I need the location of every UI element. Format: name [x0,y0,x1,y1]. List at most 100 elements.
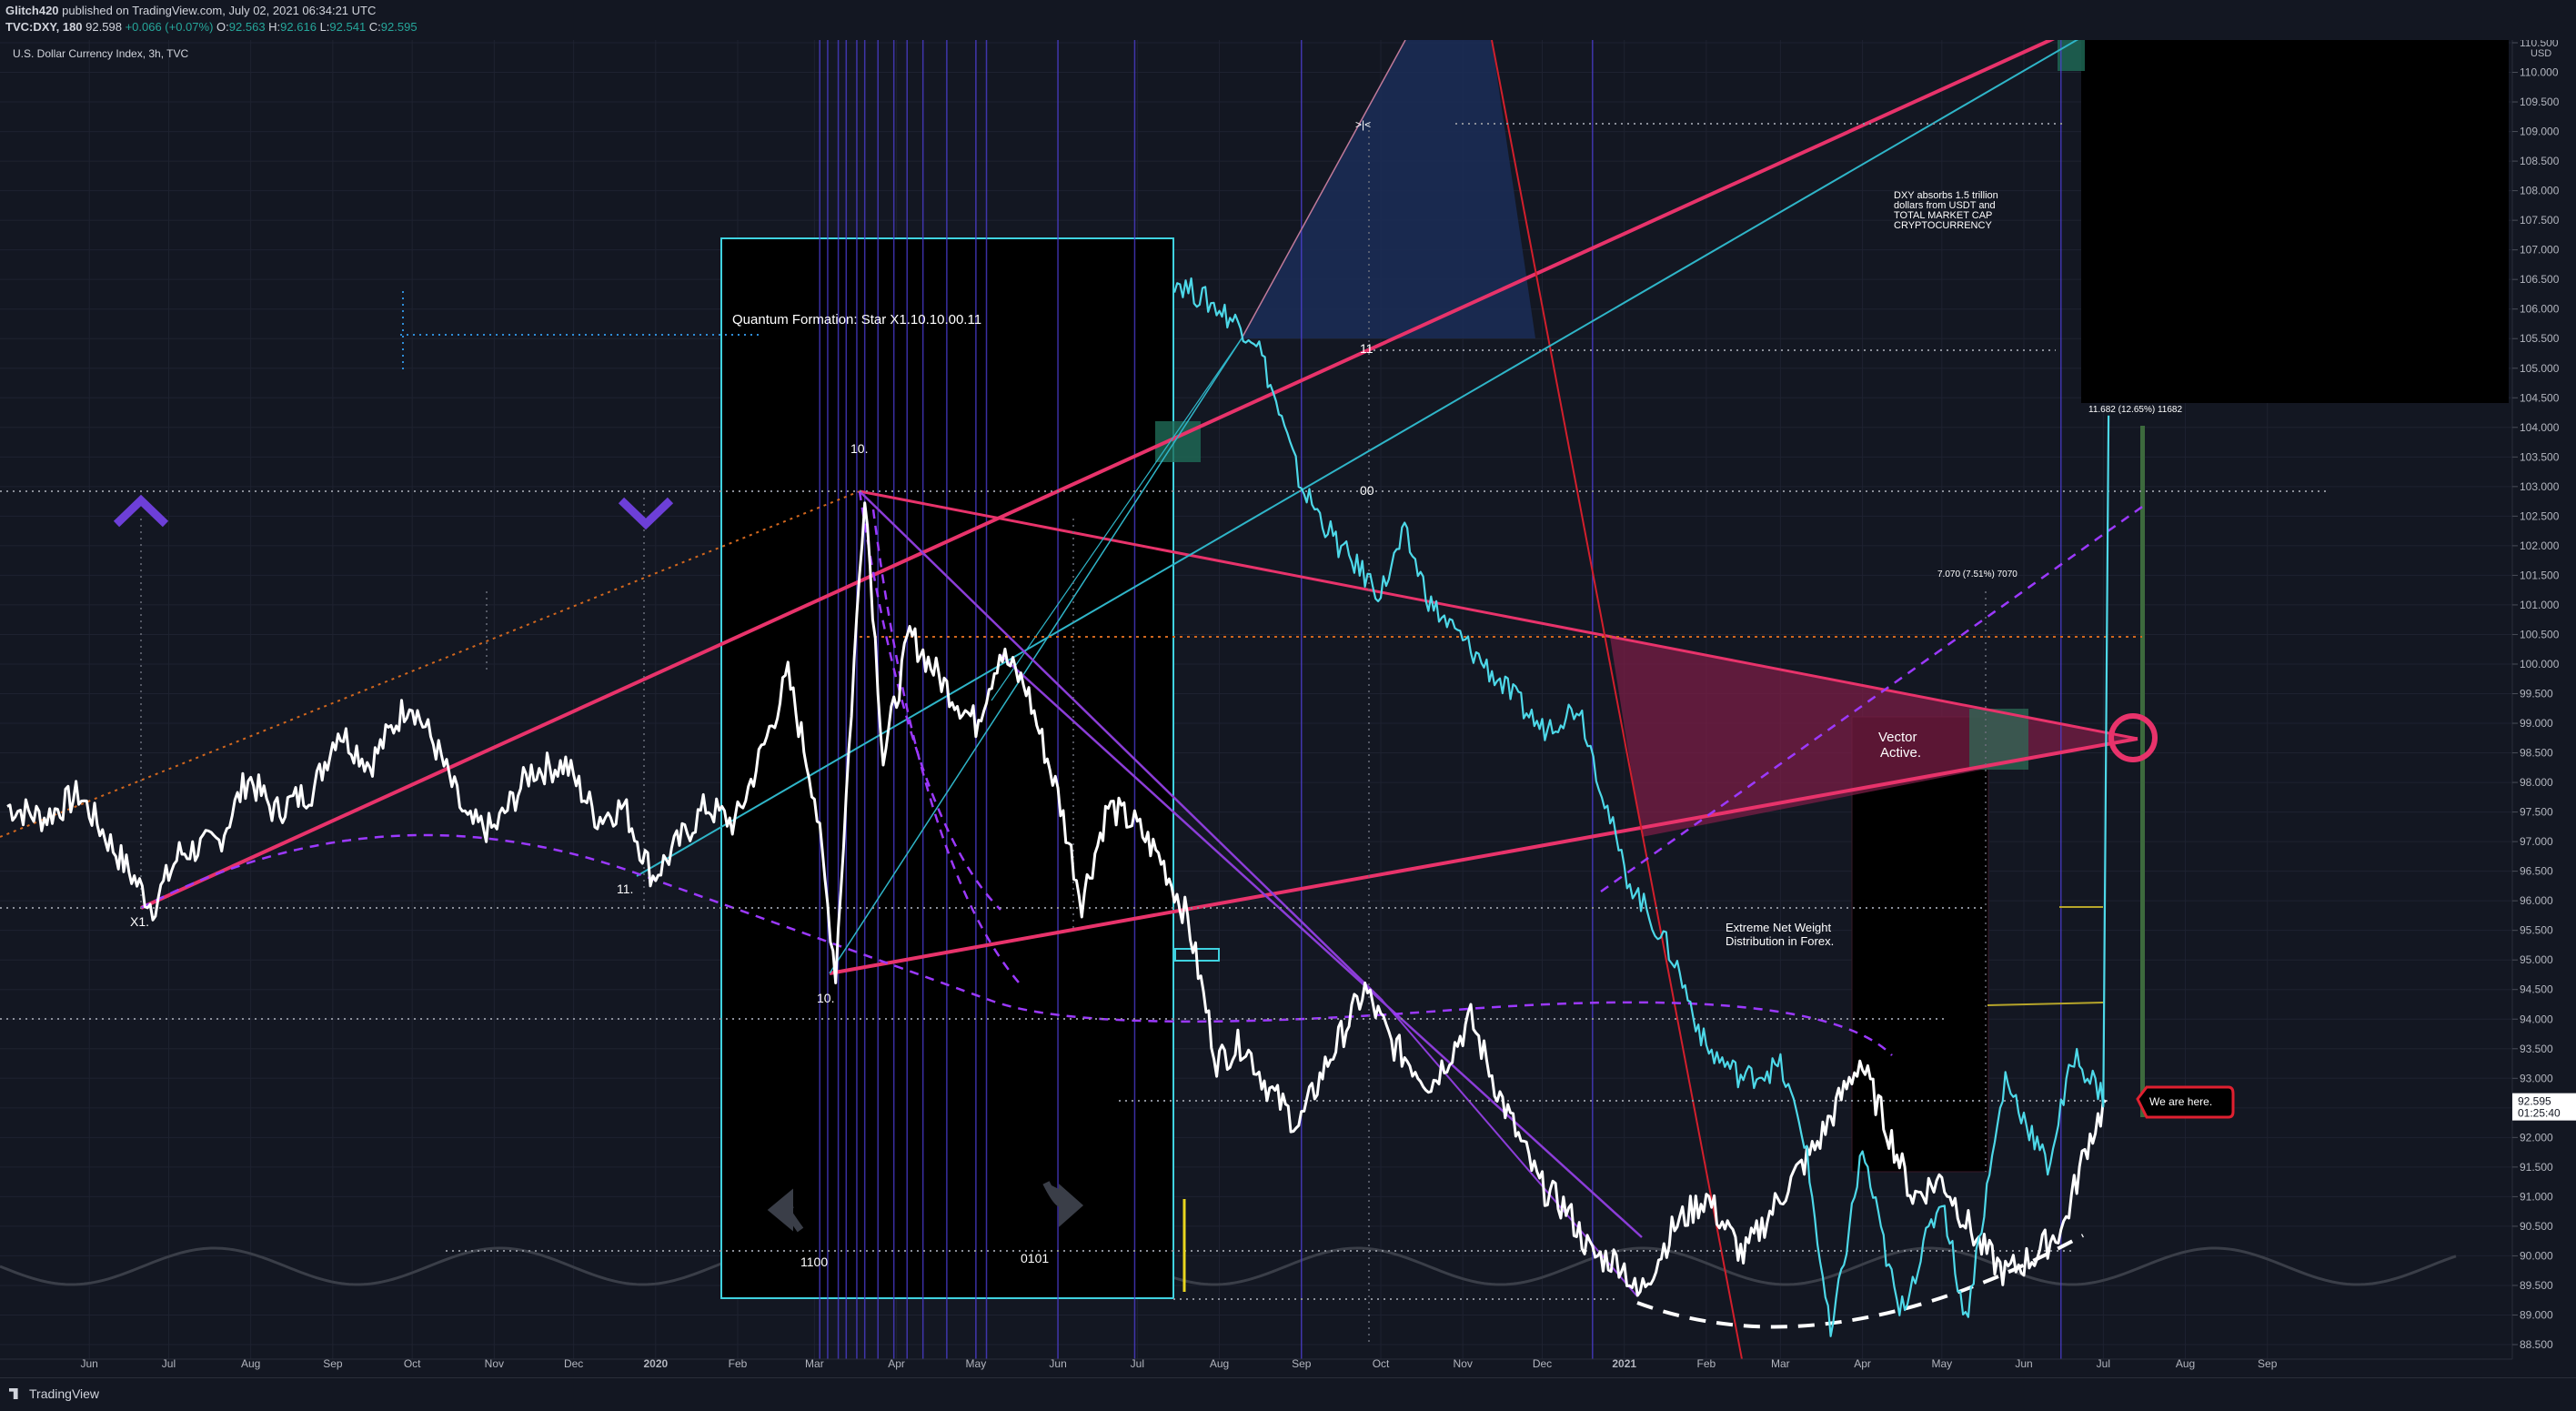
drawing-notes: Quantum Formation: Star X1.10.10.00.11 X1… [13,47,2212,1269]
measure-label: 7.070 (7.51%) 7070 [1937,569,2018,580]
wave-label: X1. [130,914,149,929]
footer-bar: TradingView [0,1377,2576,1411]
price-tick-label: 107.000 [2520,244,2560,257]
purple-dashed-line [1600,503,2146,893]
price-tick-label: 97.000 [2520,835,2553,848]
wave-label: 10. [817,991,834,1005]
dxy-note: DXY absorbs 1.5 trillion dollars from USD… [1894,190,1998,231]
chevron-down-icon [618,497,674,530]
price-tick-label: 102.500 [2520,509,2560,522]
note-box [2081,36,2509,403]
time-tick-label: Feb [1697,1357,1716,1370]
price-tick-label: 104.500 [2520,391,2560,404]
time-tick-label: 2020 [643,1357,668,1370]
pink-trend-line [859,489,2138,741]
price-tick-label: 110.000 [2520,66,2559,79]
price-tick-label: 90.500 [2520,1220,2553,1233]
vector-active-label: Vector Active. [1878,730,1921,761]
purple-line [1000,654,1643,1238]
symbol-label[interactable]: TVC:DXY, 180 [5,20,83,34]
price-tick-label: 95.500 [2520,924,2553,937]
price-tick-label: 106.000 [2520,303,2560,316]
time-tick-label: Mar [1771,1357,1790,1370]
price-tick-label: 109.000 [2520,126,2560,138]
last-price-tag [2512,1093,2576,1121]
tradingview-logo[interactable]: TradingView [9,1386,99,1401]
purple-line [859,490,1384,1002]
measure-label: 11.682 (12.65%) 11682 [2088,405,2182,415]
red-line [1491,39,1743,1360]
blue-triangle [1242,40,1535,338]
olive-level [1987,1002,2104,1006]
price-tick-label: 99.500 [2520,688,2553,700]
time-tick-label: Jun [1049,1357,1066,1370]
price-tick-label: 106.500 [2520,273,2560,286]
countdown-label: 01:25:40 [2518,1107,2561,1120]
price-tick-label: 107.500 [2520,214,2560,227]
time-tick-label: Jul [1131,1357,1144,1370]
price-tick-label: 93.500 [2520,1043,2553,1055]
time-tick-label: Jun [2015,1357,2032,1370]
time-tick-label: Apr [1854,1357,1871,1370]
orange-dotted-line [0,490,860,838]
price-tick-label: 109.500 [2520,96,2560,108]
time-tick-label: Dec [1533,1357,1552,1370]
last-price-label: 92.595 [2518,1095,2551,1108]
price-tick-label: 94.500 [2520,983,2553,996]
formation-label: Quantum Formation: Star X1.10.10.00.11 [732,312,981,328]
time-tick-label: 2021 [1612,1357,1636,1370]
undo-arrow-icon [767,1188,804,1233]
time-tick-label: Sep [2258,1357,2278,1370]
price-series [6,277,2110,1337]
tradingview-logo-icon [9,1388,18,1399]
drawing-lines [0,25,2329,1360]
price-tick-label: 97.500 [2520,806,2553,819]
wave-label: 11 [1360,341,1374,356]
time-tick-label: Oct [404,1357,421,1370]
currency-label: USD [2531,48,2551,59]
time-tick-label: Jun [81,1357,98,1370]
purple-dashed-curve [858,490,1001,911]
green-marker [2058,40,2085,71]
price-tick-label: 108.500 [2520,155,2560,167]
time-tick-label: Sep [1292,1357,1312,1370]
open-label: O: [216,20,229,34]
chart-title: U.S. Dollar Currency Index, 3h, TVC [13,47,189,60]
price-tick-label: 103.000 [2520,480,2560,493]
high-value: 92.616 [280,20,317,34]
net-weight-label: Extreme Net Weight Distribution in Forex. [1726,921,1834,948]
time-tick-label: Apr [888,1357,905,1370]
price-axis-bg [2512,40,2576,1359]
price-tick-label: 100.000 [2520,658,2560,670]
white-dashed-arc [1636,1234,2084,1329]
cyan-line [829,338,1243,974]
low-value: 92.541 [329,20,367,34]
cyan-projection-line [1173,277,2110,1337]
binary-label: 0101 [1021,1251,1049,1265]
high-label: H: [268,20,281,34]
time-tick-label: May [1932,1357,1953,1370]
brand-label: TradingView [29,1386,100,1401]
purple-dashed-curve [871,509,1020,983]
price-tick-label: 96.000 [2520,894,2553,907]
time-tick-label: Jul [162,1357,176,1370]
wave-label: 10. [850,441,868,456]
time-tick-label: Aug [1210,1357,1229,1370]
purple-dashed-curve [140,833,1893,1056]
header-bar: Glitch420 published on TradingView.com, … [0,0,2576,40]
marker-label: >|< [1355,118,1371,131]
time-tick-label: Mar [805,1357,824,1370]
price-tick-label: 108.000 [2520,185,2560,197]
price-tick-label: 91.500 [2520,1161,2553,1174]
price-tick-label: 89.500 [2520,1279,2553,1292]
price-tick-label: 93.000 [2520,1072,2553,1084]
pink-triangle [1610,637,2138,837]
publish-info: Glitch420 published on TradingView.com, … [5,4,376,17]
chevron-up-icon [113,494,169,528]
close-label: C: [368,20,381,34]
time-tick-label: Jul [2097,1357,2110,1370]
publisher-name[interactable]: Glitch420 [5,4,59,17]
price-tick-label: 105.000 [2520,362,2560,375]
time-axis: Jun Jul Aug Sep Oct Nov Dec 2020 Feb Mar Apr May Jun… [0,1357,2512,1370]
